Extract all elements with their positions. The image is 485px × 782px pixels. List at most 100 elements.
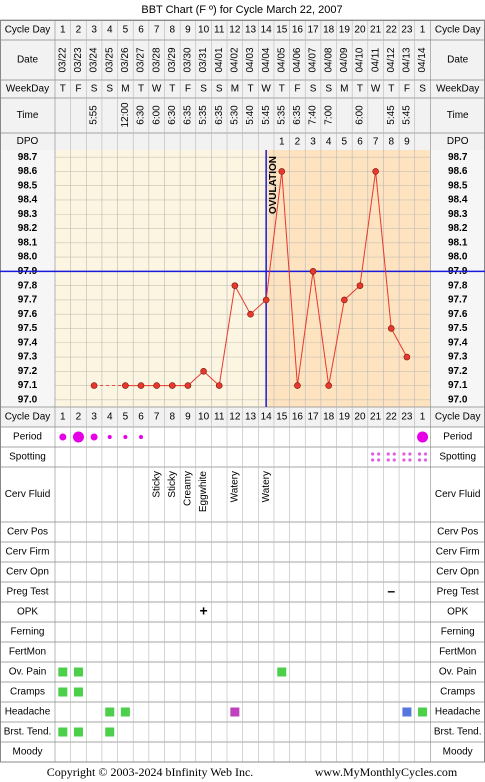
date-label: 03/31 <box>198 47 209 72</box>
cycle-day: 19 <box>339 412 351 423</box>
row-label: Time <box>17 110 39 121</box>
time-label: 6:00 <box>151 105 162 125</box>
spotting-dot <box>417 452 422 456</box>
row-label: WeekDay <box>436 84 479 95</box>
y-tick-label: 97.3 <box>18 352 38 363</box>
cycle-day: 23 <box>401 25 413 36</box>
weekday-label: F <box>404 84 410 95</box>
temperature-point <box>262 296 270 304</box>
y-tick-label: 98.2 <box>18 223 38 234</box>
y-tick-label: 98.2 <box>448 223 468 234</box>
date-label: 03/23 <box>73 47 84 72</box>
row-label: Preg Test <box>437 587 479 598</box>
y-tick-label: 97.7 <box>18 295 38 306</box>
spotting-dot <box>417 458 422 462</box>
y-tick-label: 98.6 <box>18 166 38 177</box>
row-label: FertMon <box>439 647 476 658</box>
weekday-label: T <box>60 84 66 95</box>
symptom-square <box>105 707 115 717</box>
y-tick-label: 97.3 <box>448 352 468 363</box>
dpo-label: 3 <box>310 137 316 148</box>
cycle-day: 17 <box>307 412 319 423</box>
y-tick-label: 97.6 <box>448 309 468 320</box>
dpo-label: 5 <box>342 137 348 148</box>
cycle-day: 10 <box>198 412 210 423</box>
period-dot <box>139 435 144 439</box>
weekday-label: S <box>200 84 207 95</box>
time-label: 6:30 <box>167 105 178 125</box>
temperature-point <box>122 382 129 389</box>
y-tick-label: 97.8 <box>18 280 38 291</box>
date-label: 04/01 <box>214 47 225 72</box>
y-tick-label: 97.6 <box>18 309 38 320</box>
row-label: Time <box>447 110 469 121</box>
weekday-label: W <box>152 84 162 95</box>
temperature-point <box>356 282 364 289</box>
cycle-day: 7 <box>154 25 160 36</box>
y-tick-label: 98.5 <box>448 180 468 191</box>
y-tick-label: 98.4 <box>448 195 468 206</box>
cycle-day: 2 <box>76 25 82 36</box>
date-label: 04/09 <box>339 47 350 72</box>
weekday-label: T <box>247 84 253 95</box>
weekday-label: T <box>388 84 394 95</box>
temperature-point <box>278 168 286 175</box>
row-label: Period <box>443 432 472 443</box>
spotting-dot <box>386 452 390 456</box>
time-label: 6:30 <box>136 105 147 125</box>
temperature-point <box>184 382 192 389</box>
cerv-fluid-label: Eggwhite <box>198 471 209 513</box>
cycle-day: 19 <box>339 25 351 36</box>
cycle-day: 15 <box>276 412 288 423</box>
ovulation-label: OVULATION <box>268 156 279 214</box>
row-label: Cycle Day <box>5 25 51 36</box>
temperature-point <box>341 296 348 304</box>
temperature-point <box>294 382 301 389</box>
symptom-square <box>73 727 83 737</box>
date-label: 04/02 <box>230 47 241 72</box>
time-label: 5:30 <box>230 105 241 125</box>
temperature-point <box>231 282 239 289</box>
row-label: Spotting <box>9 452 46 463</box>
cycle-day: 6 <box>138 25 144 36</box>
chart-title: BBT Chart (F º) for Cycle March 22, 2007 <box>141 4 342 16</box>
cycle-day: 14 <box>261 25 273 36</box>
spotting-dot <box>423 458 428 462</box>
y-tick-label: 98.7 <box>18 152 38 163</box>
row-label: Cycle Day <box>435 412 481 423</box>
y-tick-label: 97.2 <box>448 366 468 377</box>
cycle-day: 7 <box>154 412 160 423</box>
row-label: Ov. Pain <box>439 667 477 678</box>
temperature-point <box>309 268 317 275</box>
weekday-label: F <box>294 84 300 95</box>
weekday-label: M <box>121 84 129 95</box>
row-label: Cerv Pos <box>437 527 478 538</box>
row-label: Spotting <box>439 452 476 463</box>
symptom-square <box>73 667 83 677</box>
dpo-label: 6 <box>357 137 363 148</box>
temperature-point <box>169 382 176 389</box>
time-label: 5:45 <box>386 105 397 125</box>
date-label: 03/30 <box>183 47 194 72</box>
row-label: Cycle Day <box>435 25 481 36</box>
date-label: 04/14 <box>417 47 428 72</box>
left-tick-bg <box>0 150 55 407</box>
cycle-day: 1 <box>420 412 426 423</box>
y-tick-label: 98.0 <box>448 252 468 263</box>
spotting-dot <box>392 458 396 462</box>
date-label: 04/07 <box>308 47 319 72</box>
date-label: 04/13 <box>402 47 413 72</box>
y-tick-label: 98.6 <box>448 166 468 177</box>
temperature-point <box>325 382 333 389</box>
chart-layer: Cycle Day Cycle Day Date Date WeekDay WeekDay… <box>0 19 485 763</box>
weekday-label: M <box>231 84 239 95</box>
temperature-point <box>200 368 207 375</box>
y-tick-label: 98.4 <box>18 195 38 206</box>
cycle-day: 18 <box>323 412 335 423</box>
cycle-day: 21 <box>370 412 382 423</box>
symptom-square <box>418 707 428 717</box>
symptom-square <box>120 707 130 717</box>
row-label: Cerv Opn <box>6 567 49 578</box>
time-label: 12:00 <box>120 102 131 127</box>
cycle-day: 22 <box>386 412 398 423</box>
